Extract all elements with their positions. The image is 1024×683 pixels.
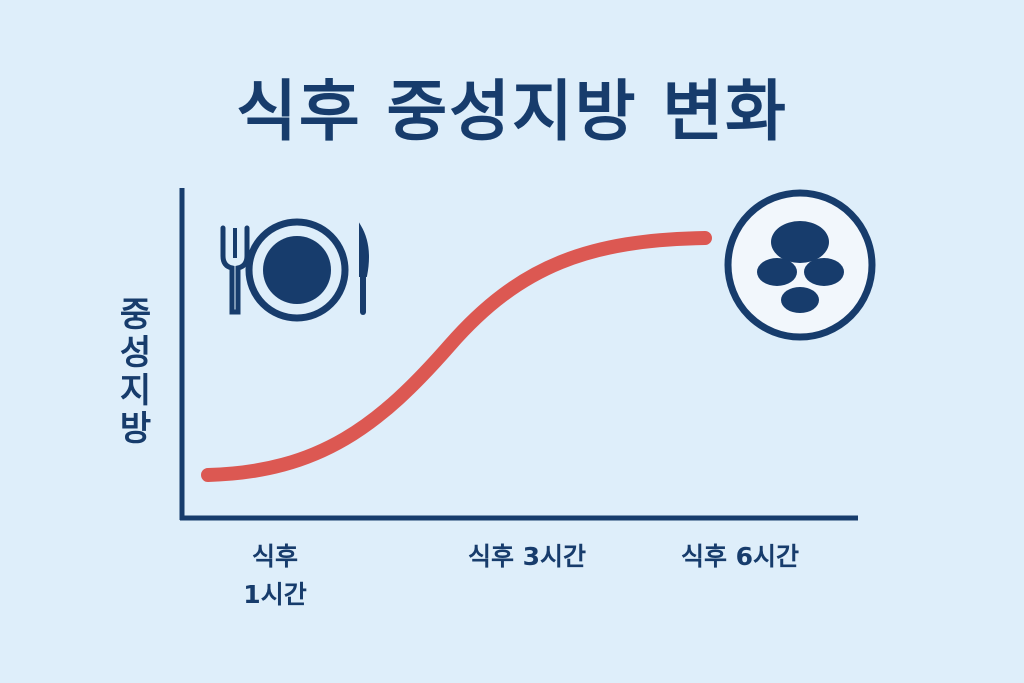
x-label: 식후 1시간 bbox=[243, 542, 307, 609]
curve bbox=[201, 231, 712, 482]
title: 식후 중성지방 변화 bbox=[236, 73, 788, 150]
x-label: 식후 3시간 bbox=[467, 542, 587, 571]
plate-icon bbox=[220, 218, 369, 322]
fat-icon bbox=[724, 189, 876, 341]
x-label: 식후 6시간 bbox=[680, 542, 800, 571]
y-axis-label: 중성지방 bbox=[112, 296, 152, 448]
